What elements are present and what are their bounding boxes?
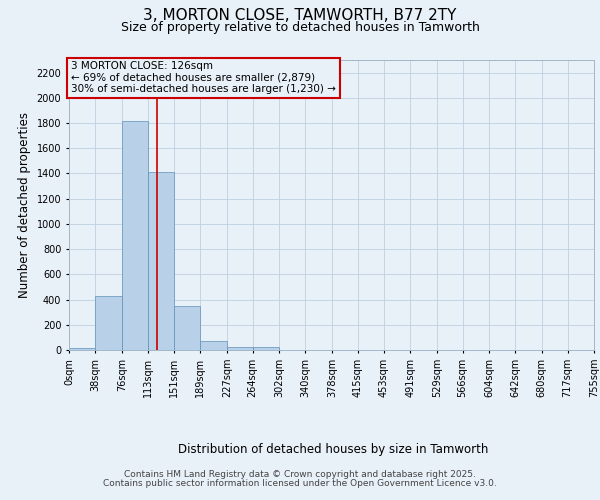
Text: Contains HM Land Registry data © Crown copyright and database right 2025.: Contains HM Land Registry data © Crown c… xyxy=(124,470,476,479)
Bar xyxy=(253,348,279,350)
Bar xyxy=(122,120,148,350)
Text: Distribution of detached houses by size in Tamworth: Distribution of detached houses by size … xyxy=(178,442,488,456)
Bar xyxy=(174,306,200,350)
Bar xyxy=(227,347,253,350)
Bar xyxy=(95,296,122,350)
Text: Size of property relative to detached houses in Tamworth: Size of property relative to detached ho… xyxy=(121,21,479,34)
Y-axis label: Number of detached properties: Number of detached properties xyxy=(18,112,31,298)
Bar xyxy=(200,340,227,350)
Bar xyxy=(69,348,95,350)
Text: 3, MORTON CLOSE, TAMWORTH, B77 2TY: 3, MORTON CLOSE, TAMWORTH, B77 2TY xyxy=(143,8,457,22)
Text: Contains public sector information licensed under the Open Government Licence v3: Contains public sector information licen… xyxy=(103,479,497,488)
Bar xyxy=(148,172,174,350)
Text: 3 MORTON CLOSE: 126sqm
← 69% of detached houses are smaller (2,879)
30% of semi-: 3 MORTON CLOSE: 126sqm ← 69% of detached… xyxy=(71,62,336,94)
